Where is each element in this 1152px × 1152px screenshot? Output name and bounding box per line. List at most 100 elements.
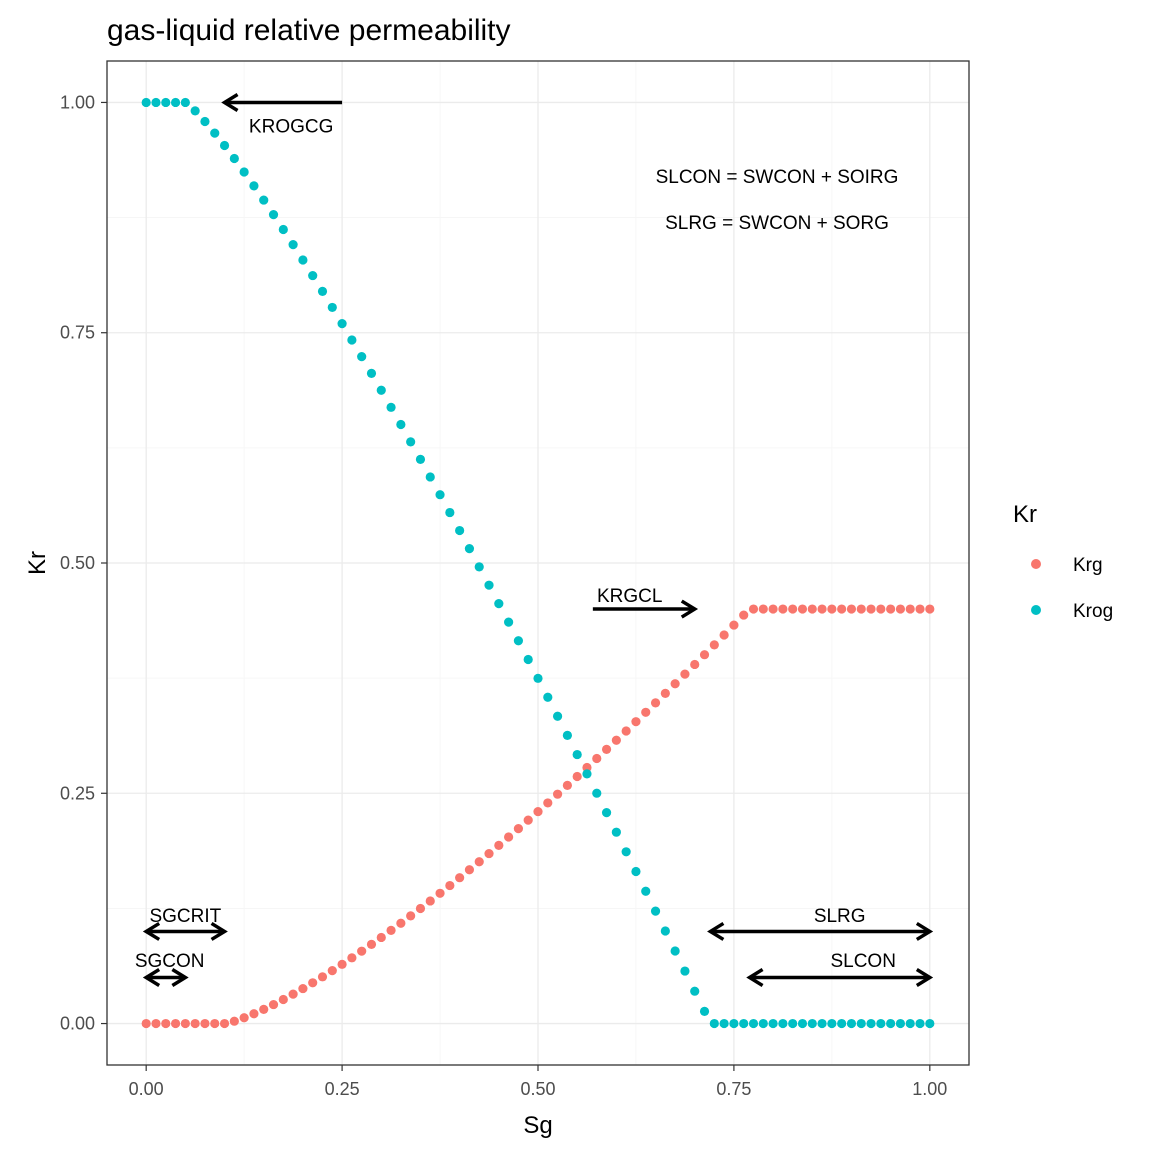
arrow-head	[142, 921, 161, 941]
point-krog	[719, 1018, 729, 1029]
point-krg	[210, 1018, 220, 1029]
point-krg	[719, 630, 729, 640]
point-krg	[807, 604, 817, 614]
point-krg	[533, 806, 543, 817]
x-tick-label: 0.00	[129, 1079, 164, 1099]
point-krog	[748, 1018, 759, 1029]
point-krg	[445, 880, 455, 891]
annotation-slrg-swcon-sorg: SLRG = SWCON + SORG	[665, 213, 889, 234]
series-krog	[141, 97, 935, 1029]
point-krog	[533, 673, 543, 683]
point-krog	[758, 1018, 768, 1029]
point-krg	[552, 789, 563, 799]
point-krg	[337, 959, 347, 969]
point-krog	[268, 210, 279, 220]
y-tick-label: 0.75	[60, 323, 95, 343]
point-krog	[837, 1018, 847, 1029]
point-krog	[308, 270, 318, 281]
point-krog	[905, 1018, 915, 1029]
arrow-head	[142, 968, 161, 987]
point-krog	[151, 97, 161, 108]
point-krog	[572, 749, 582, 760]
point-krog	[611, 827, 621, 837]
legend-items: Krg Krog	[1031, 555, 1113, 622]
point-krg	[425, 896, 435, 906]
point-krog	[523, 654, 533, 665]
x-tick-label: 1.00	[912, 1079, 947, 1099]
point-krog	[866, 1018, 876, 1029]
point-krog	[876, 1018, 886, 1029]
point-krg	[464, 865, 475, 875]
arrow-head	[680, 599, 699, 619]
point-krog	[709, 1018, 719, 1029]
point-krog	[670, 946, 680, 956]
point-krg	[866, 604, 876, 614]
arrow-head	[210, 921, 228, 941]
point-krog	[895, 1018, 906, 1029]
point-krog	[180, 97, 190, 108]
point-krg	[347, 953, 357, 963]
point-krg	[768, 604, 778, 614]
y-axis-title: Kr	[24, 551, 51, 575]
point-krg	[229, 1016, 239, 1026]
point-krg	[788, 604, 798, 614]
point-krg	[739, 610, 749, 620]
point-krg	[690, 659, 700, 670]
point-krg	[611, 735, 621, 745]
point-krog	[543, 692, 553, 702]
arrow-slrg	[707, 921, 934, 941]
point-krog	[846, 1018, 857, 1029]
point-krog	[219, 140, 230, 151]
point-krog	[650, 906, 661, 916]
point-krg	[729, 620, 739, 630]
point-krg	[268, 999, 279, 1010]
annotation-krgcl: KRGCL	[597, 586, 662, 607]
point-krog	[425, 472, 435, 482]
data-points	[141, 97, 935, 1029]
point-krg	[582, 762, 592, 773]
y-tick-label: 0.25	[60, 783, 95, 803]
point-krog	[278, 224, 288, 235]
point-krg	[621, 726, 631, 736]
point-krg	[856, 604, 866, 614]
arrow-sgcon	[142, 968, 189, 987]
point-krg	[572, 771, 582, 782]
x-axis-title: Sg	[523, 1112, 552, 1139]
point-krog	[494, 599, 504, 609]
point-krg	[327, 966, 337, 976]
point-krog	[680, 966, 690, 976]
point-krog	[396, 419, 406, 430]
legend-title: Kr	[1013, 501, 1037, 528]
point-krg	[837, 604, 847, 614]
point-krog	[357, 352, 367, 362]
point-krg	[161, 1018, 171, 1029]
point-krg	[680, 669, 690, 679]
annotations: KROGCG SLCON = SWCON + SOIRG SLRG = SWCON …	[135, 92, 934, 987]
point-krg	[386, 925, 396, 935]
point-krg	[298, 983, 308, 994]
point-krog	[141, 97, 151, 108]
point-krog	[200, 116, 210, 127]
point-krog	[288, 239, 298, 250]
point-krog	[856, 1018, 866, 1029]
series-krg	[141, 604, 935, 1029]
arrow-head	[915, 968, 934, 987]
point-krg	[778, 604, 788, 614]
point-krg	[435, 888, 445, 898]
point-krg	[709, 640, 719, 650]
arrow-head	[915, 921, 934, 941]
axis-ticks: 0.00 0.25 0.50 0.75 1.00 0.00 0.25 0.50 0.75 1.00	[60, 92, 947, 1099]
point-krg	[200, 1018, 210, 1029]
arrow-krgcl	[592, 599, 699, 619]
point-krog	[768, 1018, 778, 1029]
point-krog	[347, 335, 357, 345]
point-krg	[915, 604, 925, 614]
point-krog	[788, 1018, 798, 1029]
point-krg	[660, 688, 670, 698]
annotation-sgcon: SGCON	[135, 951, 205, 972]
point-krog	[435, 490, 445, 500]
legend-label-krog: Krog	[1073, 601, 1113, 622]
point-krog	[817, 1018, 827, 1029]
point-krog	[504, 617, 514, 627]
